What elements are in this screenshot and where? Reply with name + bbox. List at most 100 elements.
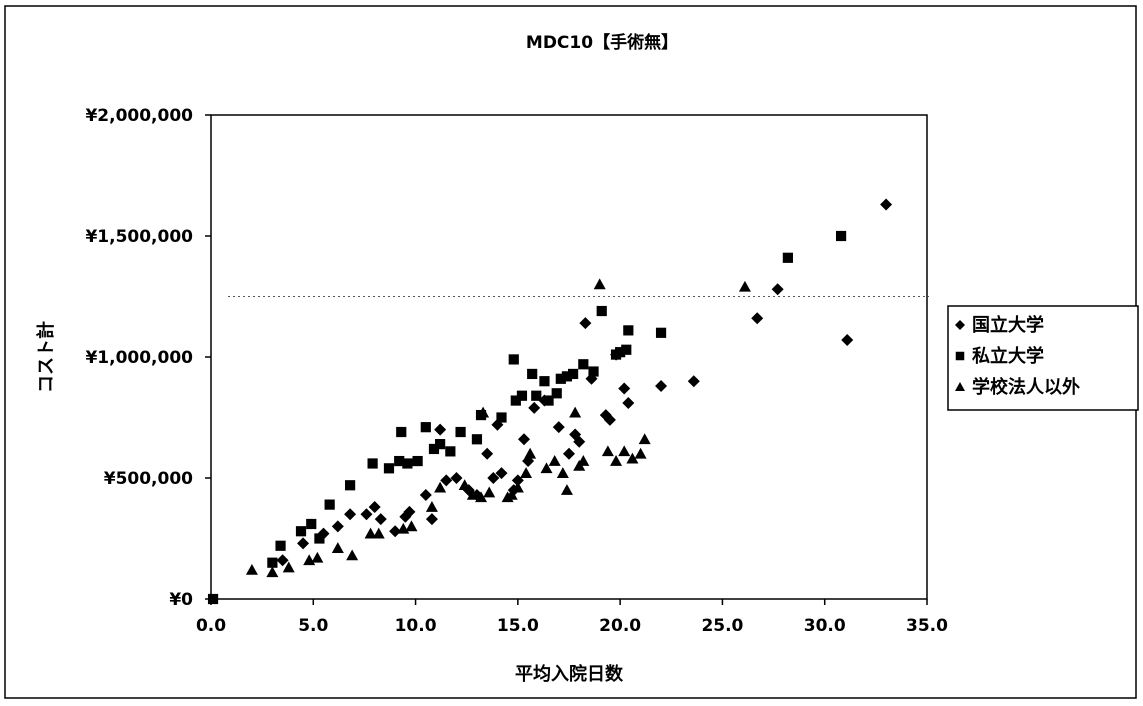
data-point-triangle	[738, 280, 751, 292]
data-point-triangle	[483, 486, 496, 498]
data-point-diamond	[403, 505, 416, 518]
data-point-square	[412, 455, 423, 467]
data-point-diamond	[579, 317, 592, 330]
data-point-square	[306, 518, 317, 530]
data-point-diamond	[880, 198, 893, 211]
data-point-diamond	[360, 508, 373, 521]
x-axis-label: 平均入院日数	[515, 663, 624, 685]
data-point-diamond	[552, 421, 565, 434]
data-point-square	[543, 395, 554, 406]
data-point-diamond	[841, 334, 854, 347]
data-point-square	[555, 373, 566, 384]
data-point-square	[588, 366, 599, 377]
data-point-triangle	[434, 481, 447, 493]
data-point-diamond	[389, 525, 402, 538]
y-axis-ticks: ¥0 ¥500,000 ¥1,000,000 ¥1,500,000 ¥2,000,000	[85, 106, 211, 610]
data-point-diamond	[344, 508, 357, 521]
data-point-diamond	[450, 472, 463, 484]
data-point-triangle	[466, 488, 479, 500]
data-point-diamond	[399, 510, 412, 523]
x-tick-label: 35.0	[906, 616, 948, 636]
data-point-square	[578, 359, 589, 370]
data-point-diamond	[528, 401, 541, 414]
data-point-square	[496, 412, 507, 423]
x-tick-label: 15.0	[497, 616, 539, 636]
data-point-diamond	[374, 513, 387, 526]
data-point-diamond	[622, 396, 635, 409]
data-point-square	[527, 368, 538, 380]
legend-label: 国立大学	[972, 314, 1044, 336]
y-tick-label: ¥0	[169, 590, 193, 610]
data-point-square	[455, 426, 466, 438]
data-point-triangle	[540, 462, 553, 474]
data-point-square	[402, 458, 413, 469]
data-point-square	[367, 458, 378, 469]
legend-label: 私立大学	[972, 345, 1044, 367]
data-point-diamond	[495, 467, 508, 480]
data-point-diamond	[687, 375, 700, 388]
data-point-square	[394, 455, 405, 467]
x-tick-label: 5.0	[298, 616, 328, 636]
data-point-diamond	[434, 423, 447, 436]
data-point-square	[324, 499, 335, 510]
data-point-diamond	[618, 382, 631, 395]
data-point-triangle	[511, 481, 524, 493]
data-point-triangle	[266, 566, 279, 578]
data-point-square	[551, 388, 562, 399]
data-point-triangle	[346, 549, 359, 561]
data-point-triangle	[372, 527, 385, 539]
data-point-square	[435, 439, 446, 450]
legend-marker-diamond	[955, 320, 965, 330]
data-point-square	[314, 533, 325, 544]
data-point-diamond	[573, 435, 586, 448]
data-point-square	[531, 390, 542, 401]
data-point-square	[510, 395, 521, 406]
data-point-square	[295, 526, 307, 537]
data-point-triangle	[405, 520, 418, 532]
data-point-square	[383, 463, 395, 474]
y-tick-label: ¥1,500,000	[85, 227, 193, 247]
data-point-diamond	[331, 520, 344, 533]
chart-title: MDC10【手術無】	[526, 32, 678, 53]
data-point-square	[561, 371, 573, 382]
data-point-square	[508, 354, 519, 365]
data-point-square	[420, 422, 431, 433]
data-point-triangle	[458, 479, 471, 491]
data-point-triangle	[560, 484, 573, 495]
x-tick-label: 20.0	[599, 616, 641, 636]
data-point-square	[267, 557, 278, 568]
data-point-square	[445, 446, 456, 457]
data-point-diamond	[425, 513, 438, 526]
data-point-triangle	[601, 445, 614, 457]
legend-box	[947, 305, 1139, 411]
data-point-triangle	[364, 527, 377, 539]
plot-area	[210, 114, 928, 600]
data-point-diamond	[487, 472, 500, 484]
y-tick-label: ¥2,000,000	[85, 106, 193, 126]
y-axis-label: コスト計	[35, 321, 57, 393]
data-point-diamond	[603, 413, 616, 426]
data-point-triangle	[282, 561, 295, 573]
data-point-diamond	[751, 312, 764, 325]
legend-marker-triangle	[955, 382, 965, 391]
x-tick-label: 10.0	[395, 616, 437, 636]
data-point-square	[655, 327, 667, 338]
y-tick-label: ¥500,000	[104, 469, 193, 489]
data-point-triangle	[634, 447, 647, 459]
data-point-square	[835, 230, 847, 242]
data-point-triangle	[638, 433, 651, 445]
data-point-square	[596, 305, 607, 317]
data-point-triangle	[520, 467, 533, 478]
data-point-triangle	[610, 455, 623, 466]
data-point-diamond	[517, 433, 530, 446]
data-point-triangle	[477, 406, 490, 418]
data-point-diamond	[419, 488, 432, 501]
data-point-triangle	[425, 501, 438, 512]
data-point-diamond	[276, 554, 289, 567]
data-point-square	[623, 325, 634, 336]
data-point-triangle	[569, 406, 582, 418]
legend-label: 学校法人以外	[972, 376, 1080, 398]
